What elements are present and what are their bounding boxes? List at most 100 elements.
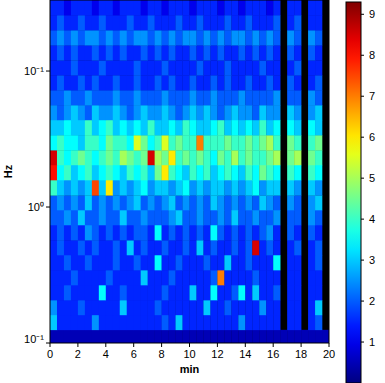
cell	[113, 255, 120, 270]
cell	[210, 90, 217, 105]
cell	[231, 240, 238, 255]
cell	[294, 75, 301, 90]
cell	[78, 30, 85, 45]
cell	[50, 300, 57, 315]
cell	[64, 135, 71, 150]
cell	[71, 45, 78, 60]
cell	[127, 105, 134, 120]
cell	[134, 210, 141, 225]
cell	[231, 165, 238, 180]
cell	[294, 225, 301, 240]
colorbar-tick	[361, 178, 364, 179]
cell	[210, 135, 217, 150]
cell	[169, 105, 176, 120]
cell	[183, 315, 190, 330]
cell	[203, 165, 210, 180]
cell	[183, 60, 190, 75]
cell	[148, 30, 155, 45]
cell	[183, 0, 190, 15]
cell	[287, 165, 294, 180]
cell	[155, 90, 162, 105]
cell	[217, 210, 224, 225]
cell	[155, 225, 162, 240]
cell	[196, 315, 203, 330]
cell	[231, 330, 238, 343]
cell	[245, 105, 252, 120]
cell	[64, 270, 71, 285]
cell	[148, 330, 155, 343]
cell	[141, 45, 148, 60]
cell	[155, 60, 162, 75]
cell	[85, 180, 92, 196]
cell	[238, 30, 245, 45]
cell	[169, 195, 176, 210]
cell	[169, 0, 176, 15]
cell	[315, 240, 322, 255]
cell	[134, 195, 141, 210]
cell	[252, 120, 259, 135]
cell	[294, 150, 301, 165]
cell	[85, 0, 92, 15]
cell	[238, 330, 245, 343]
cell	[99, 240, 106, 255]
cell	[210, 0, 217, 15]
cell	[92, 285, 99, 300]
cell	[238, 315, 245, 330]
cell	[71, 210, 78, 225]
cell	[266, 195, 273, 210]
cell	[176, 330, 183, 343]
cell	[308, 240, 315, 255]
cell	[203, 150, 210, 165]
x-tick	[189, 343, 190, 347]
cell	[196, 180, 203, 196]
cell	[308, 60, 315, 75]
cell	[57, 315, 64, 330]
cell	[78, 165, 85, 180]
cell	[106, 285, 113, 300]
y-tick	[46, 343, 50, 344]
cell	[238, 45, 245, 60]
cell	[287, 135, 294, 150]
cell	[308, 165, 315, 180]
cell	[231, 255, 238, 270]
cell	[176, 285, 183, 300]
cell	[238, 270, 245, 285]
cell	[315, 270, 322, 285]
cell	[287, 255, 294, 270]
cell	[287, 150, 294, 165]
cell	[162, 285, 169, 300]
colorbar-tick	[361, 260, 364, 261]
cell	[224, 240, 231, 255]
cell	[64, 105, 71, 120]
cell	[190, 240, 197, 255]
cell	[64, 60, 71, 75]
cell	[259, 210, 266, 225]
cell	[78, 315, 85, 330]
cell	[252, 60, 259, 75]
cell	[50, 90, 57, 105]
cell	[162, 105, 169, 120]
cell	[287, 225, 294, 240]
cell	[273, 165, 280, 180]
cell	[245, 270, 252, 285]
cell	[134, 300, 141, 315]
cell	[162, 210, 169, 225]
cell	[127, 90, 134, 105]
cell	[155, 285, 162, 300]
cell	[134, 45, 141, 60]
cell	[50, 45, 57, 60]
cell	[224, 165, 231, 180]
chart: 0246810121416182010⁻¹10⁰10⁻¹minHz1234567…	[0, 0, 385, 383]
cell	[92, 105, 99, 120]
cell	[64, 150, 71, 165]
cell	[273, 150, 280, 165]
cell	[315, 225, 322, 240]
cell	[308, 180, 315, 196]
cell	[245, 210, 252, 225]
cell	[127, 210, 134, 225]
cell	[266, 75, 273, 90]
colorbar-tick	[361, 342, 364, 343]
cell	[85, 120, 92, 135]
cell	[190, 90, 197, 105]
cell	[245, 15, 252, 30]
